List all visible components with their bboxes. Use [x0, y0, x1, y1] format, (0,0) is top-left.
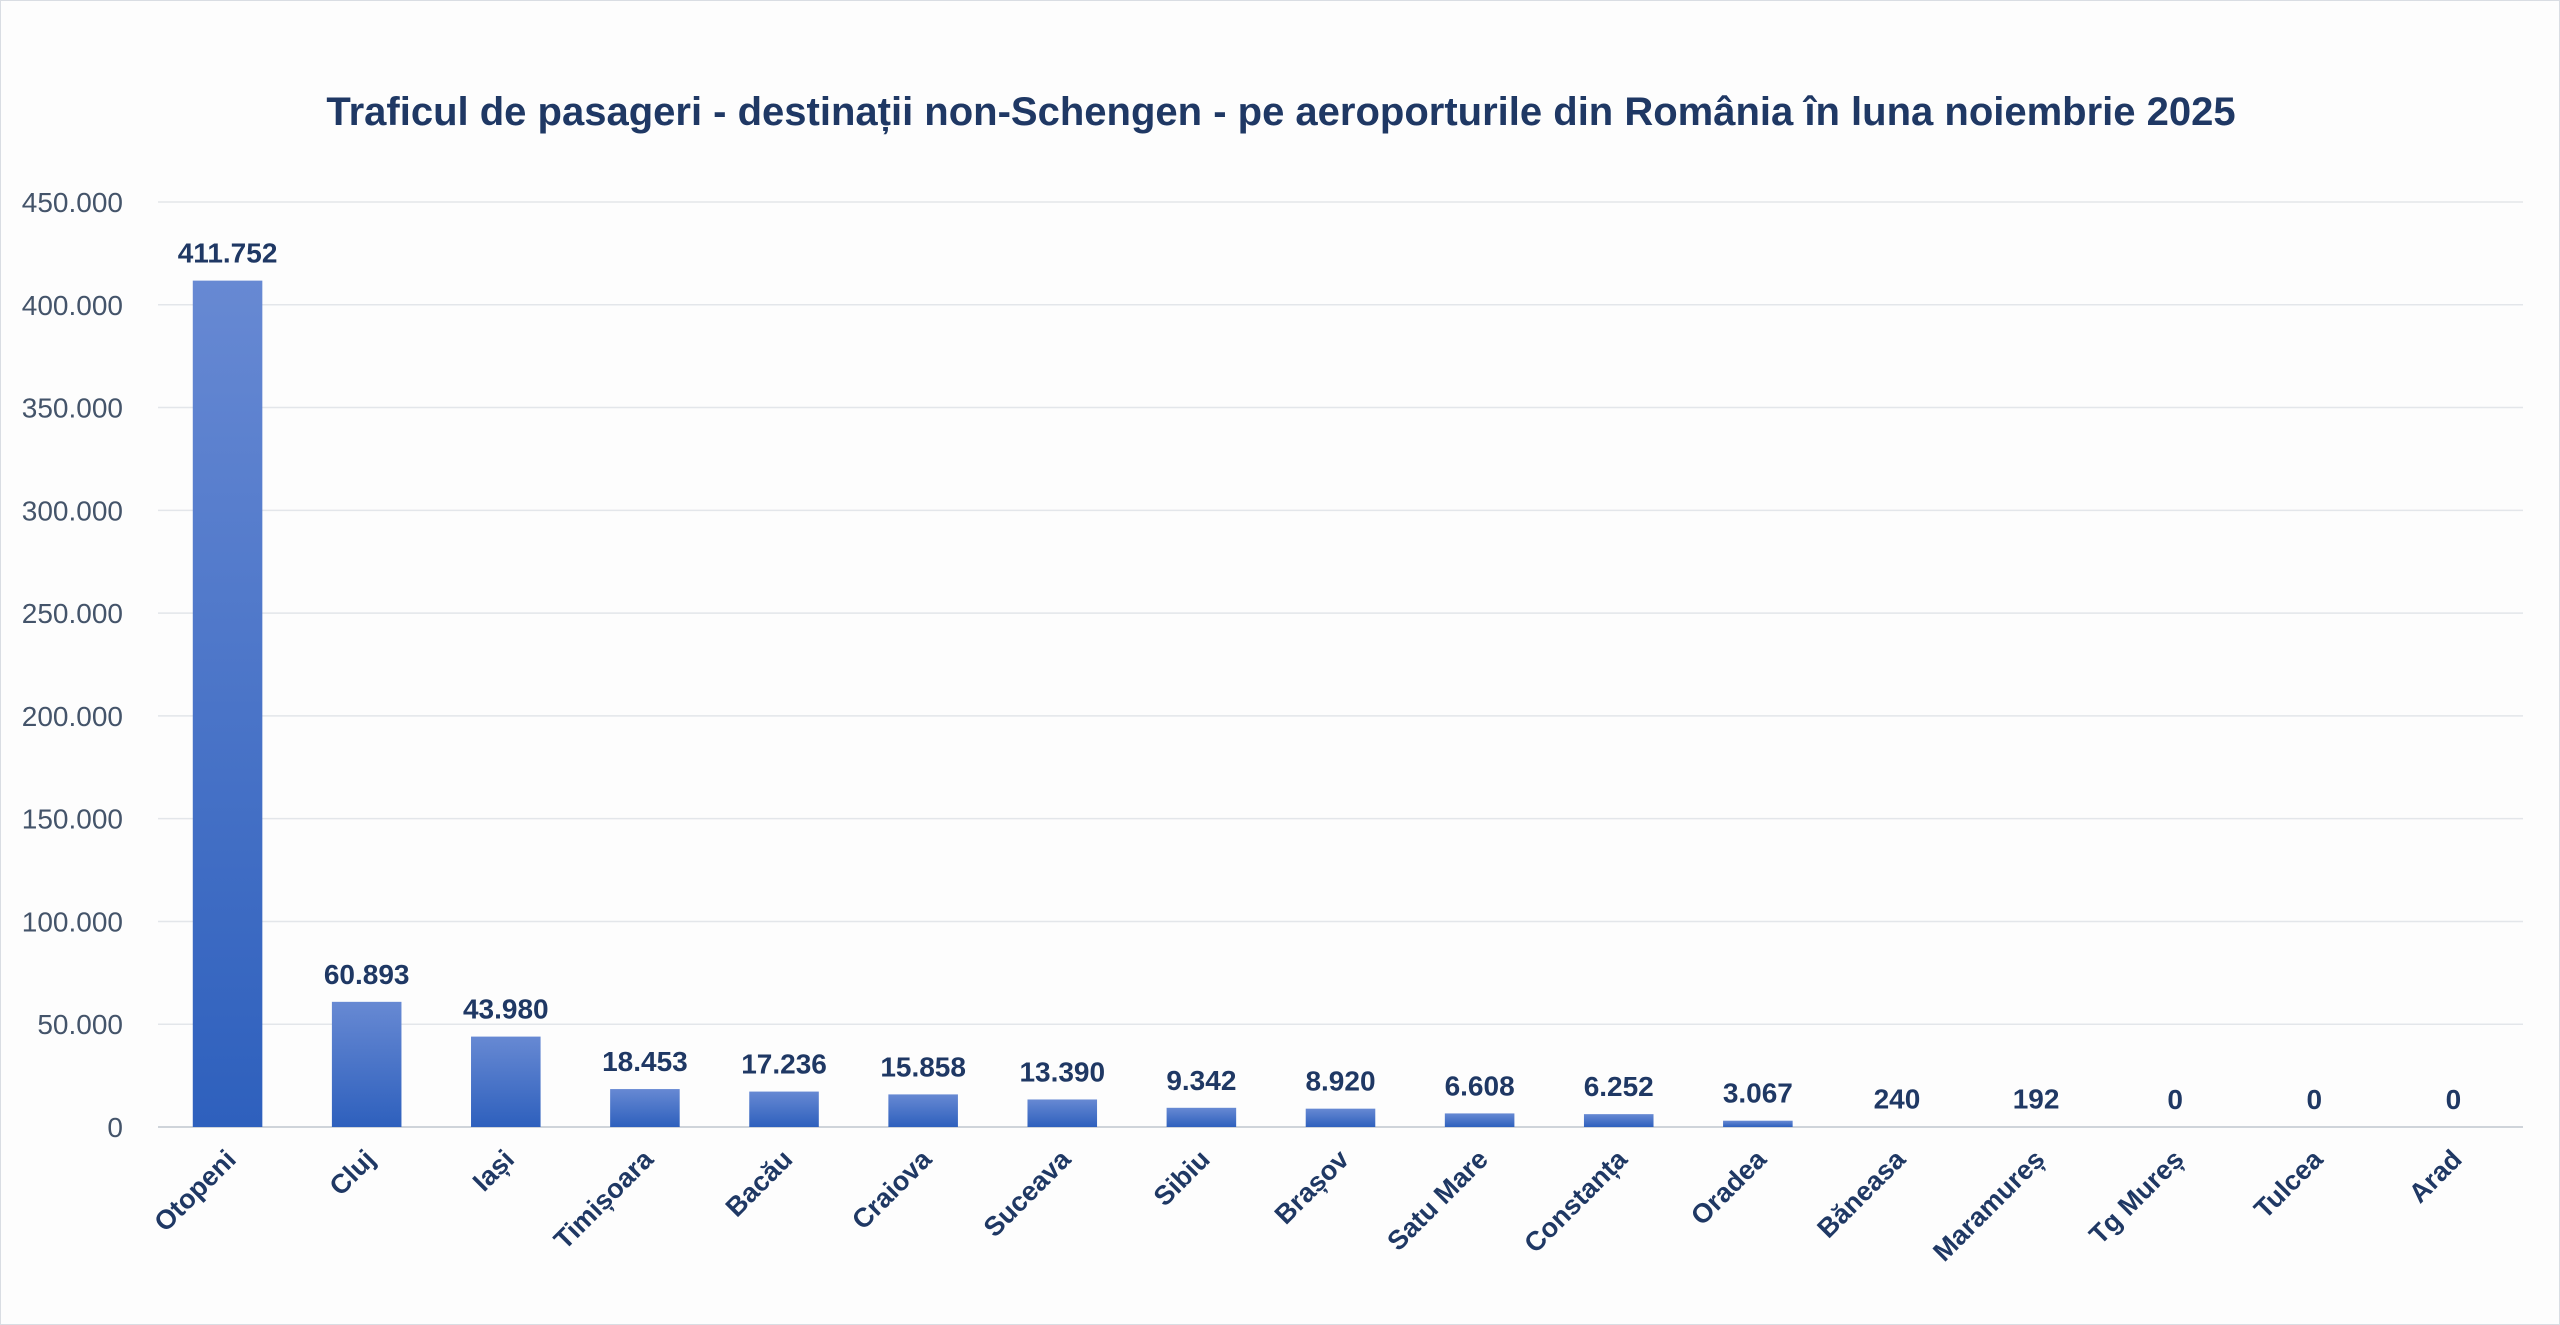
bars [192, 280, 1793, 1128]
y-tick-label: 350.000 [22, 393, 123, 424]
x-tick-label: Cluj [324, 1144, 381, 1201]
x-tick-label: Oradea [1685, 1143, 1773, 1231]
y-axis-ticks: 0 50.000 100.000 150.000 200.000 250.000 300.0… [22, 187, 123, 1143]
bar [749, 1091, 819, 1127]
x-tick-label: Arad [2403, 1144, 2468, 1209]
x-tick-label: Constanța [1518, 1143, 1633, 1258]
y-tick-label: 200.000 [22, 701, 123, 732]
bar [610, 1089, 680, 1127]
x-tick-label: Craiova [846, 1143, 938, 1235]
data-label: 17.236 [741, 1049, 827, 1080]
x-tick-label: Brașov [1269, 1144, 1355, 1230]
x-tick-label: Suceava [978, 1143, 1077, 1242]
bar [1723, 1120, 1793, 1127]
bar [1444, 1113, 1515, 1127]
data-label: 6.608 [1445, 1070, 1515, 1101]
data-label: 0 [2446, 1084, 2462, 1115]
bar [1027, 1099, 1098, 1127]
data-label: 43.980 [463, 994, 549, 1025]
bar [888, 1094, 958, 1127]
y-tick-label: 0 [107, 1112, 123, 1143]
data-label: 192 [2013, 1084, 2060, 1115]
bar [471, 1036, 541, 1127]
x-tick-label: Satu Mare [1381, 1144, 1493, 1256]
bar [1305, 1108, 1376, 1127]
data-label: 15.858 [880, 1051, 966, 1082]
x-tick-label: Otopeni [148, 1144, 241, 1237]
y-tick-label: 300.000 [22, 495, 123, 526]
y-tick-label: 100.000 [22, 906, 123, 937]
x-tick-label: Tulcea [2248, 1143, 2329, 1224]
bar [192, 280, 263, 1128]
data-label: 0 [2167, 1084, 2183, 1115]
data-label: 6.252 [1584, 1071, 1654, 1102]
x-tick-label: Maramureș [1927, 1144, 2050, 1267]
y-tick-label: 450.000 [22, 187, 123, 218]
gridlines [158, 201, 2523, 1128]
x-tick-label: Sibiu [1148, 1144, 1216, 1212]
y-tick-label: 50.000 [37, 1009, 123, 1040]
bar [1166, 1107, 1237, 1127]
chart-title: Traficul de pasageri - destinații non-Sc… [326, 90, 2235, 134]
data-label: 13.390 [1019, 1056, 1105, 1087]
data-label: 18.453 [602, 1046, 688, 1077]
data-label: 0 [2307, 1084, 2323, 1115]
x-tick-label: Tg Mureș [2083, 1144, 2189, 1250]
data-labels: 411.752 60.893 43.980 18.453 17.236 15.858 13.… [178, 238, 2462, 1115]
x-tick-label: Bacău [720, 1144, 799, 1223]
data-label: 9.342 [1166, 1065, 1236, 1096]
bar [331, 1001, 402, 1127]
y-tick-label: 400.000 [22, 290, 123, 321]
data-label: 8.920 [1305, 1066, 1375, 1097]
x-tick-label: Băneasa [1811, 1143, 1911, 1243]
data-label: 60.893 [324, 959, 410, 990]
data-label: 411.752 [178, 238, 278, 269]
x-tick-label: Iași [467, 1144, 520, 1197]
data-label: 240 [1874, 1084, 1921, 1115]
x-axis-ticks: Otopeni Cluj Iași Timișoara Bacău Craiova Suce… [148, 1143, 2467, 1267]
y-tick-label: 250.000 [22, 598, 123, 629]
x-tick-label: Timișoara [548, 1143, 660, 1255]
y-tick-label: 150.000 [22, 804, 123, 835]
bar [1583, 1114, 1654, 1127]
data-label: 3.067 [1723, 1078, 1793, 1109]
